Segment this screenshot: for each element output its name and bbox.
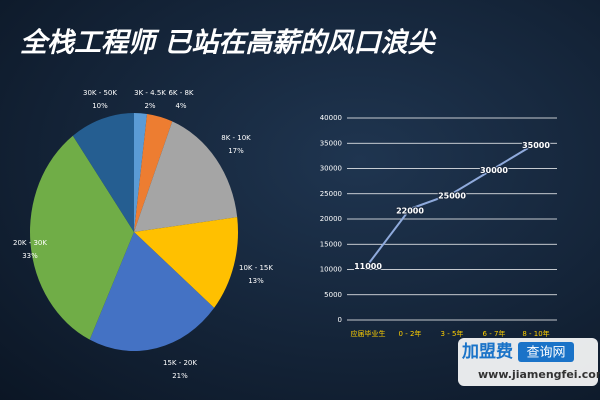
y-tick-label: 0	[338, 316, 342, 324]
y-tick-label: 35000	[320, 139, 342, 147]
data-label: 22000	[396, 206, 424, 215]
data-label: 25000	[438, 191, 466, 200]
line-series	[367, 142, 537, 266]
pie-slice	[89, 232, 215, 351]
slice-value-label: 21%	[172, 372, 188, 380]
y-tick-label: 30000	[320, 165, 342, 173]
y-tick-label: 10000	[320, 266, 342, 274]
data-label: 35000	[522, 141, 550, 150]
slice-label: 30K - 50K	[83, 89, 117, 97]
y-tick-label: 25000	[320, 190, 342, 198]
pie-slice	[134, 113, 148, 232]
pie-slice	[134, 113, 173, 232]
watermark-brand: 加盟费	[461, 341, 513, 362]
pie-slice	[30, 135, 134, 340]
x-tick-label: 0 - 2年	[399, 329, 422, 338]
y-tick-label: 15000	[320, 240, 342, 248]
pie-slice	[134, 121, 238, 232]
x-tick-label: 6 - 7年	[483, 329, 506, 338]
slice-label: 8K - 10K	[221, 134, 251, 142]
slice-label: 6K - 8K	[168, 89, 193, 97]
x-tick-label: 3 - 5年	[441, 329, 464, 338]
x-tick-label: 8 - 10年	[522, 329, 549, 338]
slice-value-label: 13%	[248, 277, 264, 285]
slice-value-label: 4%	[175, 102, 186, 110]
data-label: 11000	[354, 262, 382, 271]
page-title: 全栈工程师 已站在高薪的风口浪尖	[20, 28, 437, 59]
x-tick-label: 应届毕业生	[351, 329, 386, 338]
data-label: 30000	[480, 166, 508, 175]
y-tick-label: 40000	[320, 114, 342, 122]
slice-label: 10K - 15K	[239, 264, 273, 272]
pie-slice	[72, 113, 134, 232]
slice-label: 3K - 4.5K	[134, 89, 166, 97]
watermark-url: www.jiamengfei.com	[478, 368, 600, 381]
slice-value-label: 17%	[228, 147, 244, 155]
slice-value-label: 2%	[144, 102, 155, 110]
slice-value-label: 10%	[92, 102, 108, 110]
slice-label: 15K - 20K	[163, 359, 197, 367]
watermark-label: 查询网	[526, 346, 565, 361]
slice-value-label: 33%	[22, 252, 38, 260]
pie-slice	[134, 217, 238, 308]
watermark: 加盟费 查询网 www.jiamengfei.com	[458, 338, 600, 386]
y-tick-label: 5000	[324, 291, 342, 299]
watermark-label-box	[518, 342, 574, 362]
y-tick-label: 20000	[320, 215, 342, 223]
slice-label: 20K - 30K	[13, 239, 47, 247]
